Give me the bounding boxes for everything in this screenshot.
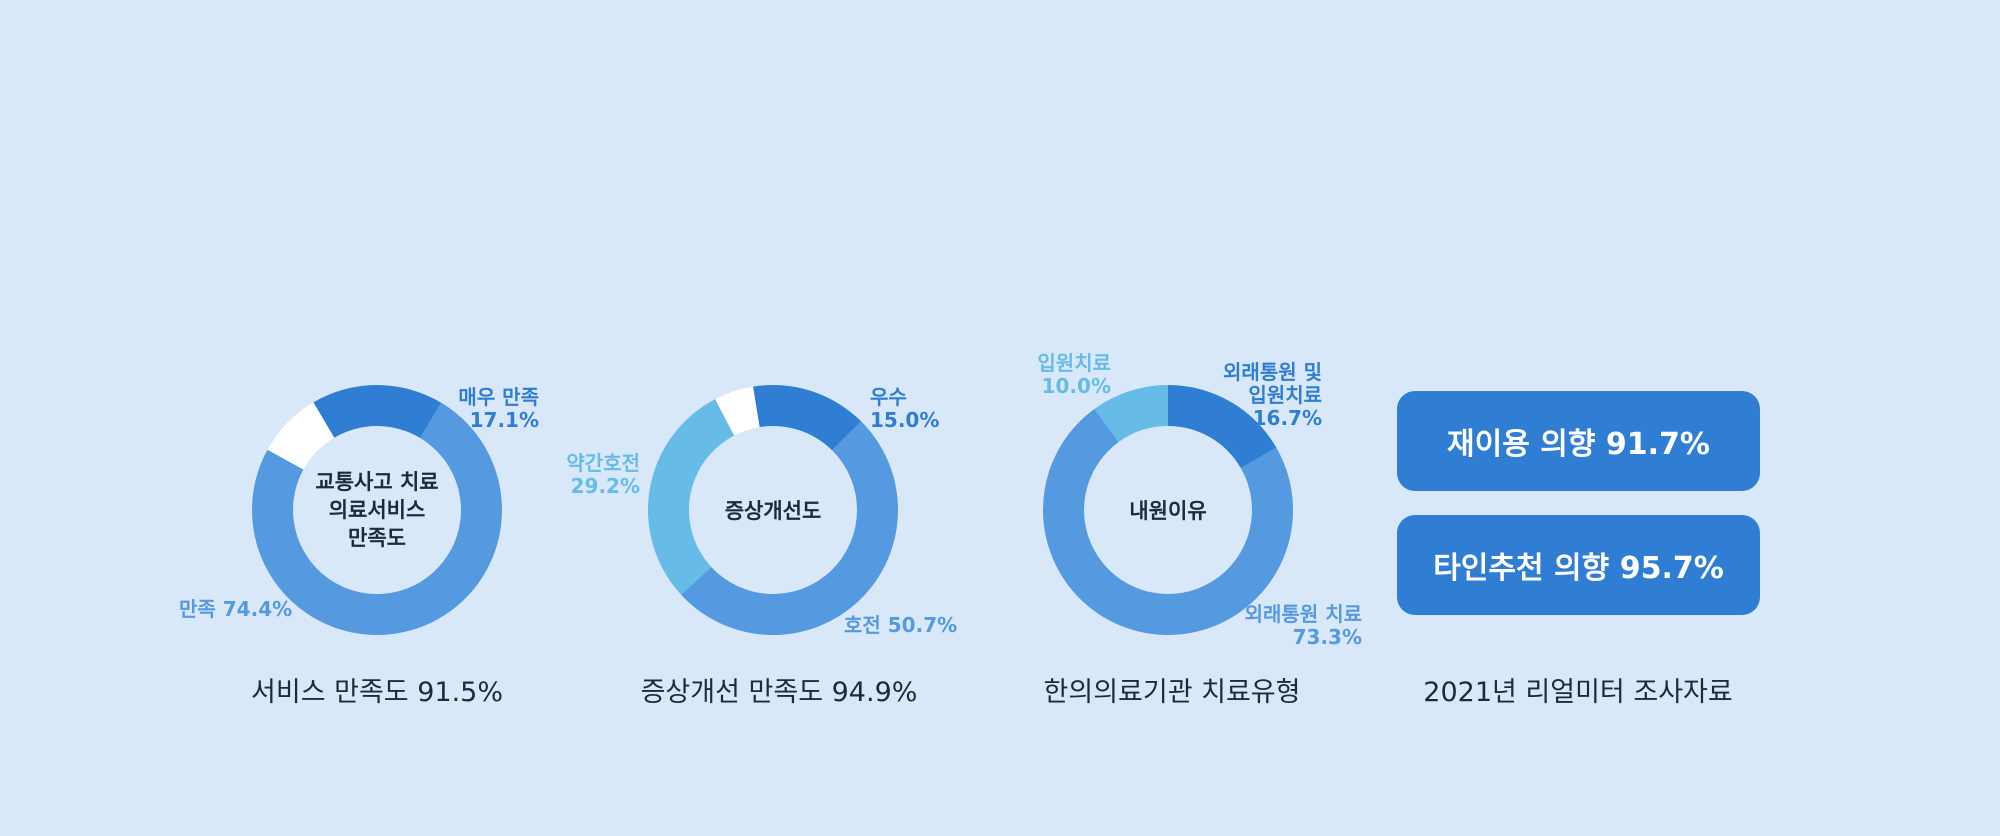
slice-label-very-satisfied-value: 17.1% <box>469 408 539 432</box>
donut1-slice-0 <box>313 385 442 438</box>
slice-label-improved: 호전 50.7% <box>844 613 958 637</box>
donut1-center-label: 교통사고 치료 의료서비스 만족도 <box>315 468 438 552</box>
donut2-center-label: 증상개선도 <box>724 499 822 523</box>
caption-symptom-satisfaction: 증상개선 만족도 94.9% <box>640 677 918 708</box>
donut2-slice-1 <box>681 421 898 635</box>
recommend-intention-badge: 타인추천 의향 95.7% <box>1397 515 1760 615</box>
slice-label-slightly-improved-value: 29.2% <box>570 474 640 498</box>
reuse-intention-badge: 재이용 의향 91.7% <box>1397 391 1760 491</box>
donut-chart-satisfaction <box>251 385 502 636</box>
slice-label-outpatient-and-inpatient-value: 16.7% <box>1252 406 1322 430</box>
slice-label-very-satisfied-name: 매우 만족 <box>458 385 539 409</box>
slice-label-very-satisfied: 매우 만족 17.1% <box>458 386 539 432</box>
donut3-slice-2 <box>1094 385 1168 443</box>
slice-label-outpatient: 외래통원 치료 73.3% <box>1245 603 1362 649</box>
slice-label-outpatient-name: 외래통원 치료 <box>1244 602 1362 626</box>
slice-label-slightly-improved-name: 약간호전 <box>566 451 640 475</box>
slice-label-excellent-value: 15.0% <box>870 408 940 432</box>
slice-label-inpatient: 입원치료 10.0% <box>1037 352 1111 398</box>
slice-label-slightly-improved: 약간호전 29.2% <box>566 452 640 498</box>
slice-label-outpatient-and-inpatient-line1: 외래통원 및 <box>1223 360 1322 384</box>
donut2-slice-2 <box>648 399 735 595</box>
slice-label-satisfied: 만족 74.4% <box>179 597 293 621</box>
caption-treatment-type: 한의의료기관 치료유형 <box>1043 677 1301 708</box>
donut3-slice-1 <box>1043 408 1293 635</box>
donut2-slice-3 <box>715 386 760 436</box>
slice-label-excellent: 우수 15.0% <box>870 386 939 432</box>
slice-label-inpatient-name: 입원치료 <box>1037 351 1111 375</box>
slice-label-outpatient-value: 73.3% <box>1292 625 1362 649</box>
slice-label-outpatient-and-inpatient: 외래통원 및 입원치료 16.7% <box>1223 361 1322 430</box>
donut1-slice-1 <box>251 402 502 636</box>
donut1-slice-2 <box>267 402 335 470</box>
slice-label-excellent-name: 우수 <box>870 385 907 409</box>
slice-label-outpatient-and-inpatient-line2: 입원치료 <box>1248 383 1322 407</box>
donut3-slice-0 <box>1168 385 1277 469</box>
donut1-center-line2: 의료서비스 <box>328 498 426 522</box>
donut1-center-line1: 교통사고 치료 <box>315 470 439 494</box>
donut2-slice-0 <box>753 384 862 451</box>
donut-chart-visit-reason <box>1043 385 1293 635</box>
caption-service-satisfaction: 서비스 만족도 91.5% <box>251 677 503 708</box>
donut1-center-line3: 만족도 <box>348 526 406 550</box>
slice-label-inpatient-value: 10.0% <box>1041 374 1111 398</box>
donut-chart-symptom <box>648 384 898 635</box>
donut3-center-label: 내원이유 <box>1129 499 1207 523</box>
caption-source: 2021년 리얼미터 조사자료 <box>1423 677 1733 708</box>
